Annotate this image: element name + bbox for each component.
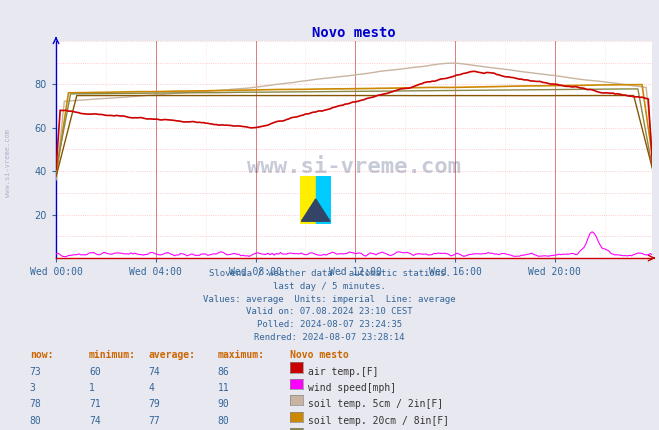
Text: air temp.[F]: air temp.[F] — [308, 367, 379, 377]
Text: minimum:: minimum: — [89, 350, 136, 360]
Text: soil temp. 20cm / 8in[F]: soil temp. 20cm / 8in[F] — [308, 416, 449, 426]
Text: 90: 90 — [217, 399, 229, 409]
Text: Values: average  Units: imperial  Line: average: Values: average Units: imperial Line: av… — [203, 295, 456, 304]
Text: 71: 71 — [89, 399, 101, 409]
Text: soil temp. 5cm / 2in[F]: soil temp. 5cm / 2in[F] — [308, 399, 444, 409]
Text: Polled: 2024-08-07 23:24:35: Polled: 2024-08-07 23:24:35 — [257, 320, 402, 329]
Text: 86: 86 — [217, 367, 229, 377]
Text: 4: 4 — [148, 383, 154, 393]
Text: www.si-vreme.com: www.si-vreme.com — [5, 129, 11, 197]
Polygon shape — [300, 176, 316, 224]
Text: Valid on: 07.08.2024 23:10 CEST: Valid on: 07.08.2024 23:10 CEST — [246, 307, 413, 316]
Text: 11: 11 — [217, 383, 229, 393]
Text: 74: 74 — [148, 367, 160, 377]
Title: Novo mesto: Novo mesto — [312, 26, 396, 40]
Text: 78: 78 — [30, 399, 42, 409]
Text: 80: 80 — [30, 416, 42, 426]
Text: 79: 79 — [148, 399, 160, 409]
Text: wind speed[mph]: wind speed[mph] — [308, 383, 397, 393]
Text: 60: 60 — [89, 367, 101, 377]
Polygon shape — [301, 199, 330, 221]
Polygon shape — [316, 176, 331, 224]
Text: www.si-vreme.com: www.si-vreme.com — [247, 157, 461, 177]
Text: now:: now: — [30, 350, 53, 360]
Text: 3: 3 — [30, 383, 36, 393]
Text: last day / 5 minutes.: last day / 5 minutes. — [273, 282, 386, 291]
Text: Rendred: 2024-08-07 23:28:14: Rendred: 2024-08-07 23:28:14 — [254, 333, 405, 342]
Text: average:: average: — [148, 350, 195, 360]
Text: 77: 77 — [148, 416, 160, 426]
Text: 1: 1 — [89, 383, 95, 393]
Text: maximum:: maximum: — [217, 350, 264, 360]
Text: 80: 80 — [217, 416, 229, 426]
Text: 74: 74 — [89, 416, 101, 426]
Text: Novo mesto: Novo mesto — [290, 350, 349, 360]
Text: 73: 73 — [30, 367, 42, 377]
Text: Slovenia / weather data - automatic stations.: Slovenia / weather data - automatic stat… — [208, 269, 451, 278]
